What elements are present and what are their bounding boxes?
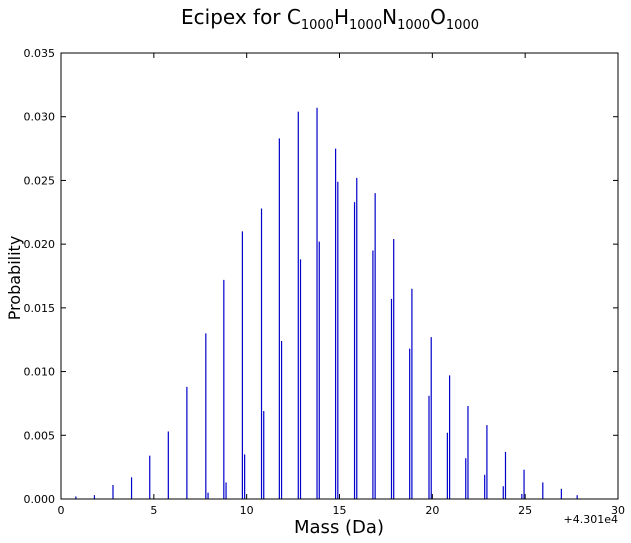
- y-tick-label: 0.035: [24, 47, 56, 60]
- title-prefix: Ecipex for: [181, 5, 287, 29]
- y-axis-label: Probability: [5, 236, 24, 321]
- y-tick-label: 0.030: [24, 111, 56, 124]
- title-element-count: 1000: [349, 18, 382, 33]
- y-tick-label: 0.005: [24, 429, 56, 442]
- y-tick-label: 0.010: [24, 366, 56, 379]
- peak-bars: [75, 107, 578, 499]
- x-offset-label: +4.301e4: [564, 513, 618, 526]
- title-element-count: 1000: [446, 18, 479, 33]
- x-tick-label: 0: [58, 504, 65, 517]
- title-element-count: 1000: [397, 18, 430, 33]
- y-tick-label: 0.015: [24, 302, 56, 315]
- y-tick-label: 0.020: [24, 238, 56, 251]
- title-element-symbol: H: [334, 5, 349, 29]
- y-tick-labels: 0.000 0.005 0.010 0.015 0.020 0.025 0.030 0.035: [24, 47, 56, 506]
- axis-ticks: [60, 52, 619, 500]
- chart-title: Ecipex for C1000H1000N1000O1000: [181, 5, 479, 33]
- title-element-count: 1000: [301, 18, 334, 33]
- x-tick-label: 30: [611, 504, 625, 517]
- x-tick-label: 25: [518, 504, 532, 517]
- y-tick-label: 0.025: [24, 174, 56, 187]
- y-tick-label: 0.000: [24, 493, 56, 506]
- title-element-symbol: N: [382, 5, 397, 29]
- title-element-symbol: O: [430, 5, 446, 29]
- x-tick-labels: 0 5 10 15 20 25 30: [58, 504, 626, 517]
- title-element-symbol: C: [287, 5, 301, 29]
- x-tick-label: 5: [150, 504, 157, 517]
- plot-frame: [60, 52, 619, 500]
- x-tick-label: 10: [240, 504, 254, 517]
- x-axis-label: Mass (Da): [294, 517, 384, 538]
- plot-area: [60, 52, 619, 500]
- x-tick-label: 20: [425, 504, 439, 517]
- x-tick-label: 15: [333, 504, 347, 517]
